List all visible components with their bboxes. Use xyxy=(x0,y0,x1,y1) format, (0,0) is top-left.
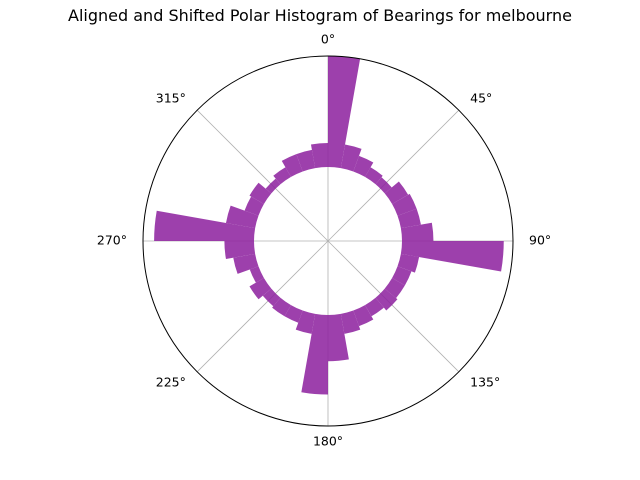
bar-25 xyxy=(353,155,374,177)
grid-line-45 xyxy=(327,109,460,242)
bar-235 xyxy=(249,278,272,300)
theta-tick-label-270: 270° xyxy=(97,233,127,248)
bar-135 xyxy=(375,288,398,311)
bar-15 xyxy=(340,144,362,172)
bar-165 xyxy=(340,310,361,334)
theta-tick-label-180: 180° xyxy=(313,434,343,449)
bar-195 xyxy=(295,310,316,334)
bar-175 xyxy=(328,313,349,362)
bar-65 xyxy=(392,193,417,216)
bar-45 xyxy=(375,177,392,194)
bar-5 xyxy=(328,56,361,169)
bar-145 xyxy=(365,297,384,317)
theta-tick-label-45: 45° xyxy=(470,90,492,105)
bar-295 xyxy=(244,196,264,216)
bar-255 xyxy=(233,253,259,274)
bar-105 xyxy=(397,253,420,273)
bar-245 xyxy=(249,266,264,283)
bar-215 xyxy=(272,297,291,317)
grid-line-135 xyxy=(327,240,460,373)
bar-185 xyxy=(301,313,328,395)
bar-155 xyxy=(353,305,374,327)
bar-345 xyxy=(296,149,316,172)
bar-95 xyxy=(400,241,504,272)
chart-title: Aligned and Shifted Polar Histogram of B… xyxy=(68,6,572,25)
theta-tick-label-225: 225° xyxy=(156,375,186,390)
bar-115 xyxy=(392,266,412,286)
bar-275 xyxy=(154,210,256,241)
bar-355 xyxy=(310,142,328,169)
theta-tick-label-135: 135° xyxy=(470,375,500,390)
bar-285 xyxy=(225,205,259,229)
grid-line-315 xyxy=(196,109,329,242)
polar-frame xyxy=(142,55,514,427)
bar-125 xyxy=(384,278,405,299)
bars-layer xyxy=(154,56,504,395)
frame-layer xyxy=(142,55,514,427)
bar-225 xyxy=(262,288,281,307)
bar-305 xyxy=(249,182,272,204)
bar-265 xyxy=(224,241,256,259)
grid-line-225 xyxy=(196,240,329,373)
bar-35 xyxy=(365,167,383,185)
theta-tick-label-315: 315° xyxy=(156,90,186,105)
bar-85 xyxy=(400,222,434,241)
bar-315 xyxy=(265,178,281,194)
bar-325 xyxy=(273,167,291,185)
bar-55 xyxy=(384,181,409,204)
bar-335 xyxy=(281,154,303,177)
theta-tick-label-0: 0° xyxy=(321,32,335,47)
bar-75 xyxy=(397,208,421,229)
theta-tick-label-90: 90° xyxy=(529,233,551,248)
bar-205 xyxy=(284,305,303,323)
tick-labels-layer: 0° 45° 90° 135° 180° 225° 270° 315° xyxy=(97,32,551,449)
